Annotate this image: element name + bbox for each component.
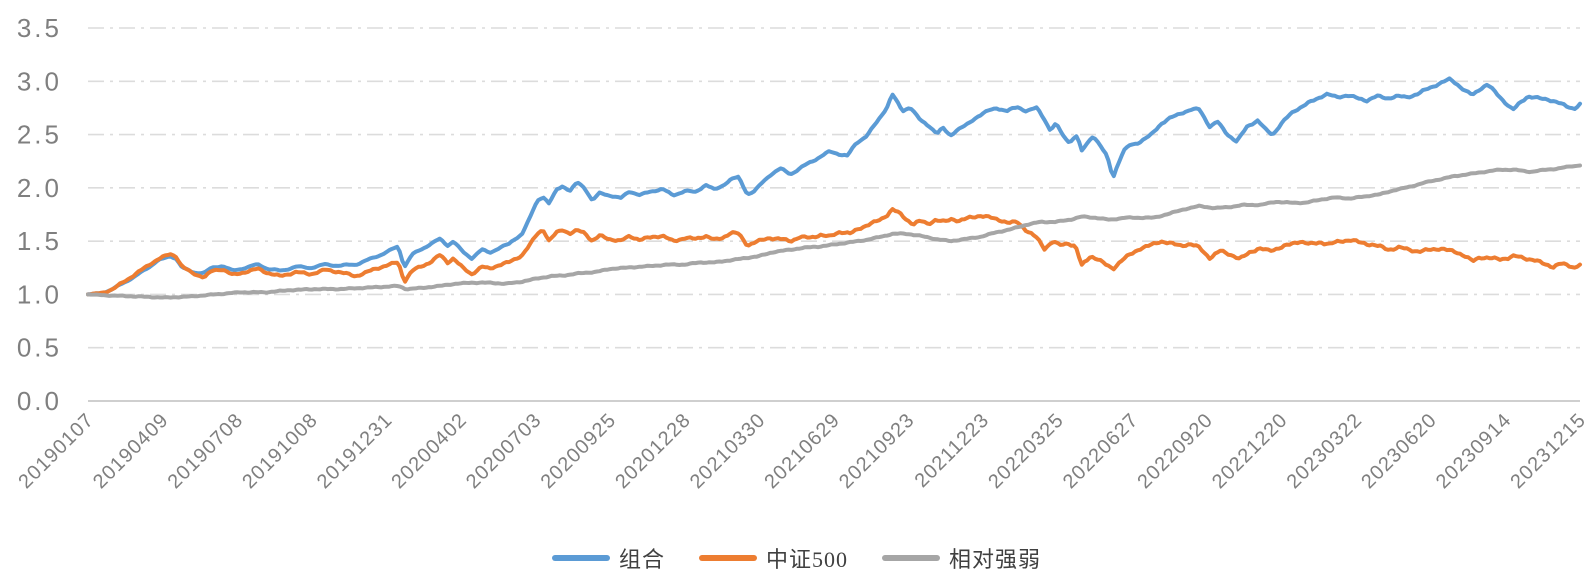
legend-item-portfolio: 组合 xyxy=(551,542,665,574)
x-tick-label: 20211223 xyxy=(911,409,994,492)
legend-line-relative-strength-icon xyxy=(882,555,940,561)
y-tick-label: 3.5 xyxy=(17,13,62,43)
x-tick-label: 20190708 xyxy=(164,409,248,493)
y-tick-label: 1.5 xyxy=(17,226,62,256)
y-tick-label: 2.5 xyxy=(17,120,62,150)
y-tick-label: 1.0 xyxy=(17,279,62,309)
legend-line-portfolio-icon xyxy=(551,555,610,561)
series-line-1 xyxy=(86,207,1582,297)
x-tick-label: 20200925 xyxy=(537,409,621,493)
x-tick-label: 20220920 xyxy=(1133,409,1217,493)
y-tick-label: 2.0 xyxy=(17,173,62,203)
y-tick-label: 0.0 xyxy=(17,386,62,416)
x-tick-label: 20230914 xyxy=(1432,409,1516,493)
legend-line-csi500-icon xyxy=(698,555,757,561)
series-line-2 xyxy=(86,163,1582,300)
x-tick-label: 20220627 xyxy=(1059,409,1143,493)
x-tick-label: 20231215 xyxy=(1506,409,1590,493)
x-tick-label: 20220325 xyxy=(984,409,1068,493)
y-tick-label: 3.0 xyxy=(17,66,62,96)
x-tick-label: 20221220 xyxy=(1208,409,1292,493)
legend-label-portfolio: 组合 xyxy=(618,547,665,572)
x-tick-label: 20230620 xyxy=(1357,409,1441,493)
x-tick-label: 20191231 xyxy=(313,409,397,493)
x-tick-label: 20210923 xyxy=(835,409,919,493)
series-line-0 xyxy=(86,76,1582,297)
chart-legend: 组合 中证500 相对强弱 xyxy=(0,542,1593,574)
x-tick-label: 20190107 xyxy=(14,409,98,493)
x-tick-label: 20191008 xyxy=(238,409,322,493)
x-tick-label: 20230322 xyxy=(1283,409,1367,493)
x-tick-label: 20200703 xyxy=(462,409,546,493)
x-tick-label: 20190409 xyxy=(89,409,173,493)
x-tick-label: 20210330 xyxy=(686,409,770,493)
y-tick-label: 0.5 xyxy=(17,333,62,363)
legend-item-csi500: 中证500 xyxy=(698,542,848,574)
legend-label-relative-strength: 相对强弱 xyxy=(949,547,1042,572)
legend-item-relative-strength: 相对强弱 xyxy=(882,542,1041,574)
x-tick-label: 20200402 xyxy=(387,409,471,493)
legend-label-csi500: 中证500 xyxy=(765,547,848,572)
x-tick-label: 20210629 xyxy=(760,409,844,493)
x-tick-label: 20201228 xyxy=(611,409,695,493)
